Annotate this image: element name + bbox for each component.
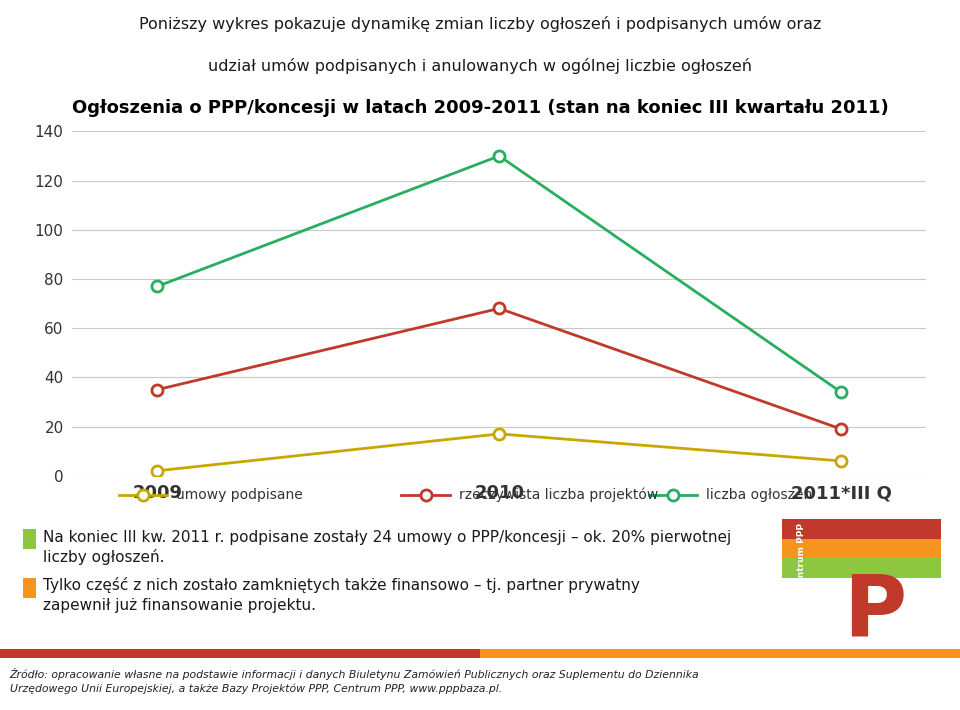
Text: P: P bbox=[843, 572, 906, 655]
Text: udział umów podpisanych i anulowanych w ogólnej liczbie ogłoszeń: udział umów podpisanych i anulowanych w … bbox=[208, 58, 752, 75]
Text: liczba ogłoszeń: liczba ogłoszeń bbox=[706, 488, 812, 503]
Text: Na koniec III kw. 2011 r. podpisane zostały 24 umowy o PPP/koncesji – ok. 20% pi: Na koniec III kw. 2011 r. podpisane zost… bbox=[43, 530, 732, 545]
Bar bbox=[23, 529, 36, 549]
Text: Ogłoszenia o PPP/koncesji w latach 2009-2011 (stan na koniec III kwartału 2011): Ogłoszenia o PPP/koncesji w latach 2009-… bbox=[72, 99, 888, 117]
Text: liczby ogłoszeń.: liczby ogłoszeń. bbox=[43, 549, 165, 565]
Text: Tylko część z nich zostało zamkniętych także finansowo – tj. partner prywatny: Tylko część z nich zostało zamkniętych t… bbox=[43, 577, 640, 594]
Bar bbox=[23, 578, 36, 598]
Bar bbox=[0, 649, 480, 658]
Bar bbox=[782, 520, 941, 539]
Bar bbox=[782, 539, 941, 558]
Text: Źródło: opracowanie własne na podstawie informacji i danych Biuletynu Zamówień P: Źródło: opracowanie własne na podstawie … bbox=[10, 668, 699, 694]
Text: umowy podpisane: umowy podpisane bbox=[176, 488, 302, 502]
Text: zapewnił już finansowanie projektu.: zapewnił już finansowanie projektu. bbox=[43, 598, 316, 613]
Bar bbox=[480, 649, 960, 658]
Text: Poniższy wykres pokazuje dynamikę zmian liczby ogłoszeń i podpisanych umów oraz: Poniższy wykres pokazuje dynamikę zmian … bbox=[139, 16, 821, 32]
Text: rzeczywista liczba projektów: rzeczywista liczba projektów bbox=[459, 488, 658, 503]
Bar bbox=[782, 558, 941, 577]
Text: Centrum PPP: Centrum PPP bbox=[797, 523, 805, 590]
